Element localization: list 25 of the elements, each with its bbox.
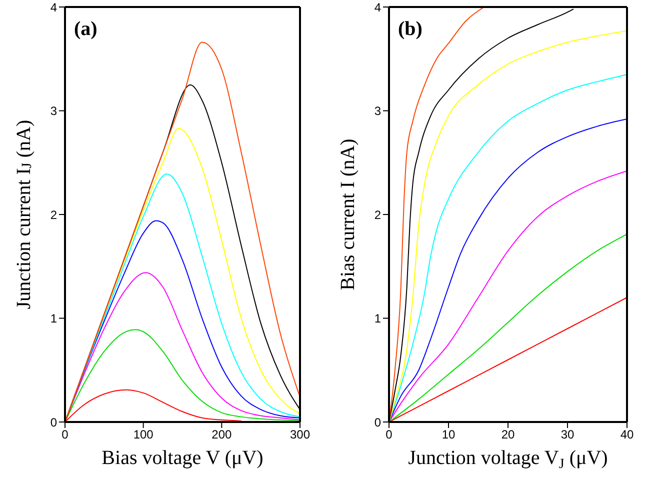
x-tick-label: 0 bbox=[386, 428, 393, 442]
x-tick-label: 0 bbox=[62, 428, 69, 442]
x-tick-label: 20 bbox=[501, 428, 515, 442]
y-tick-label: 3 bbox=[374, 104, 382, 118]
y-tick-label: 2 bbox=[374, 208, 382, 222]
y-tick-label: 4 bbox=[50, 0, 58, 14]
y-tick-label: 0 bbox=[50, 415, 58, 430]
y-tick-label: 1 bbox=[50, 312, 58, 326]
text: (b) bbox=[398, 18, 422, 41]
line-series bbox=[65, 389, 242, 422]
y-tick-label: 4 bbox=[374, 0, 382, 14]
y-tick-label: 3 bbox=[50, 104, 58, 118]
x-tick-label: 200 bbox=[212, 428, 232, 442]
x-tick-label: 100 bbox=[133, 428, 154, 442]
x-tick-label: 30 bbox=[560, 428, 574, 442]
x-tick-label: 10 bbox=[442, 428, 456, 442]
y-tick-label: 2 bbox=[50, 208, 58, 222]
x-axis-title: Bias voltage V (μV) bbox=[102, 447, 264, 469]
y-axis-title: Bias current I (nA) bbox=[337, 138, 359, 290]
x-tick-label: 300 bbox=[290, 428, 310, 442]
x-tick-label: 40 bbox=[620, 428, 634, 442]
y-tick-label: 0 bbox=[374, 415, 382, 430]
text: (a) bbox=[74, 18, 98, 41]
y-tick-label: 1 bbox=[374, 312, 382, 326]
x-axis-title: Junction voltage V$_{J}$ (μV) bbox=[408, 447, 608, 472]
